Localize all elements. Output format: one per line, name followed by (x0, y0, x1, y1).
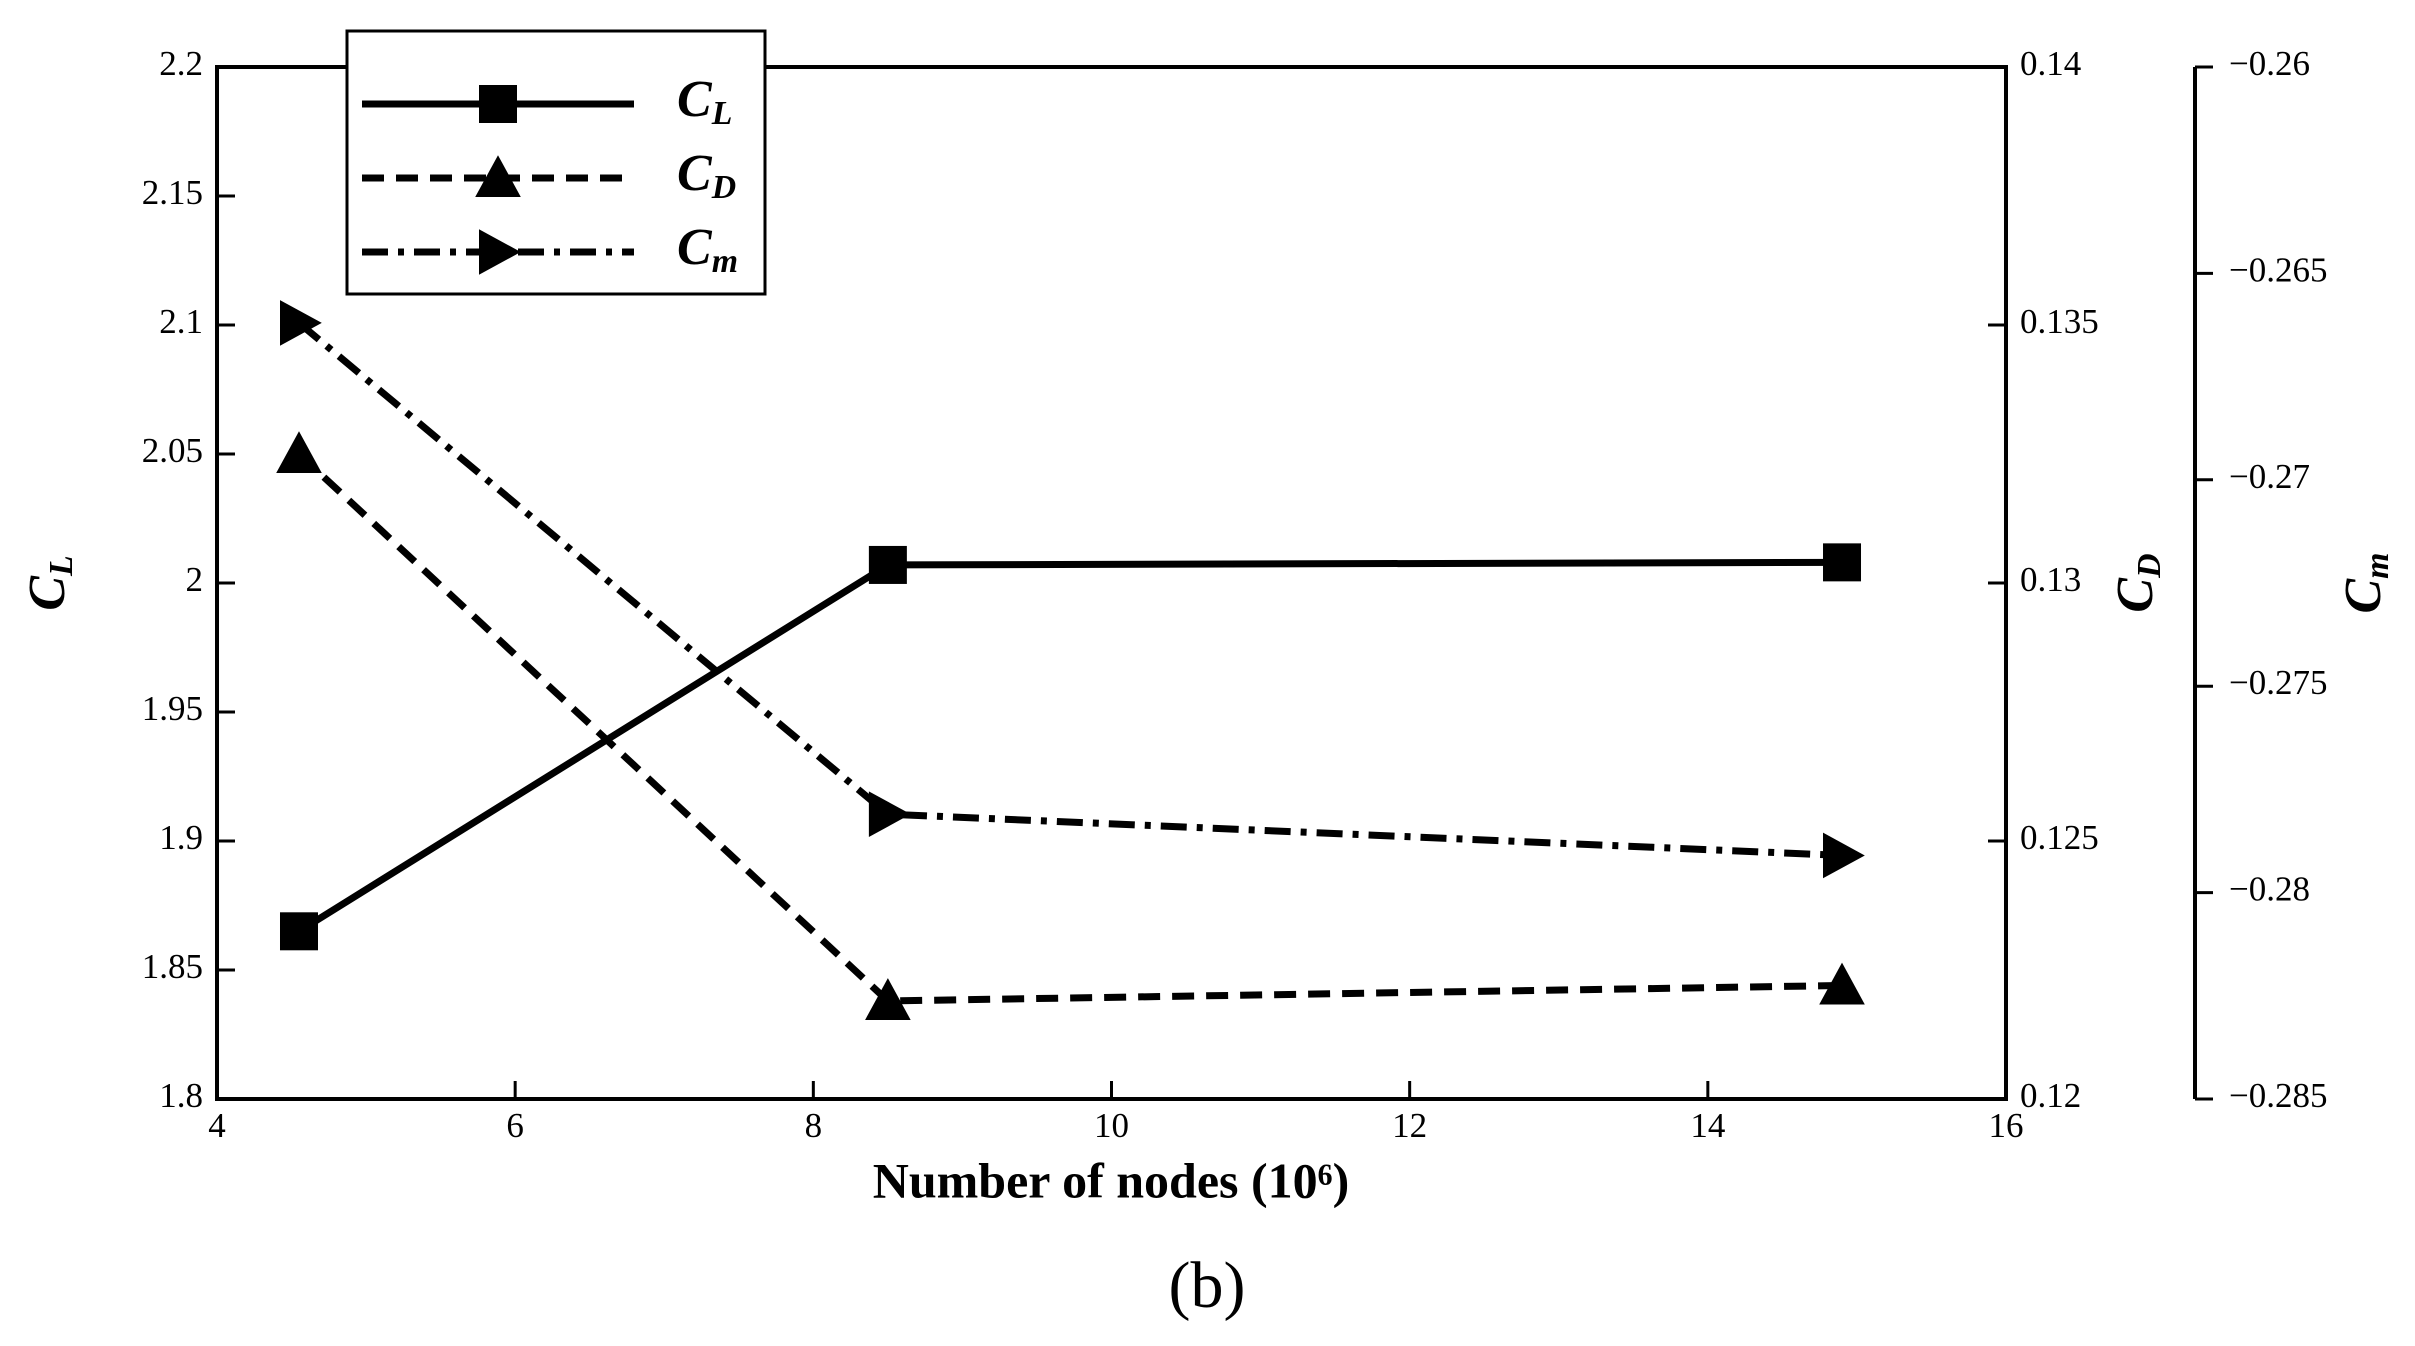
series-line (296, 451, 1843, 1005)
x-tick-label: 16 (1989, 1106, 2024, 1145)
marker (276, 431, 322, 473)
caption: (b) (1169, 1249, 1246, 1322)
marker (479, 229, 521, 275)
y3-tick-label: −0.26 (2229, 44, 2310, 83)
y2-tick-label: 0.125 (2020, 818, 2099, 857)
y2-axis-label: CD (2107, 553, 2168, 612)
marker (475, 155, 521, 197)
series-line (296, 320, 1843, 859)
y-axis-label: CL (19, 555, 80, 610)
x-tick-label: 12 (1392, 1106, 1427, 1145)
x-tick-label: 10 (1094, 1106, 1129, 1145)
x-tick-label: 4 (208, 1106, 226, 1145)
y2-tick-label: 0.14 (2020, 44, 2081, 83)
y-tick-label: 2.05 (142, 431, 203, 470)
x-tick-label: 14 (1690, 1106, 1725, 1145)
y-tick-label: 2.15 (142, 173, 203, 212)
marker (279, 912, 318, 951)
marker (868, 545, 907, 584)
legend-label: CD (677, 145, 736, 206)
y-tick-label: 2 (186, 560, 204, 599)
y3-tick-label: −0.265 (2229, 250, 2328, 289)
y3-tick-label: −0.285 (2229, 1076, 2328, 1115)
marker (1823, 832, 1865, 879)
marker (1823, 543, 1862, 582)
x-tick-label: 8 (805, 1106, 823, 1145)
y-tick-label: 1.85 (142, 947, 203, 986)
y2-tick-label: 0.13 (2020, 560, 2081, 599)
marker (868, 791, 911, 837)
legend-label: CL (677, 71, 732, 132)
x-axis-label: Number of nodes (10⁶) (873, 1152, 1350, 1208)
y-tick-label: 2.2 (159, 44, 203, 83)
y3-tick-label: −0.27 (2229, 457, 2310, 496)
marker (1819, 962, 1865, 1005)
series-line (297, 558, 1843, 935)
legend-label: Cm (677, 219, 738, 280)
y2-tick-label: 0.12 (2020, 1076, 2081, 1115)
y-tick-label: 1.95 (142, 689, 203, 728)
y-tick-label: 1.8 (159, 1076, 203, 1115)
y-tick-label: 1.9 (159, 818, 203, 857)
marker (479, 85, 517, 123)
x-tick-label: 6 (506, 1106, 524, 1145)
y3-axis-label: Cm (2335, 553, 2396, 614)
y2-tick-label: 0.135 (2020, 302, 2099, 341)
marker (279, 300, 322, 346)
marker (865, 978, 911, 1020)
y3-tick-label: −0.28 (2229, 870, 2310, 909)
y-tick-label: 2.1 (159, 302, 203, 341)
y3-tick-label: −0.275 (2229, 663, 2328, 702)
